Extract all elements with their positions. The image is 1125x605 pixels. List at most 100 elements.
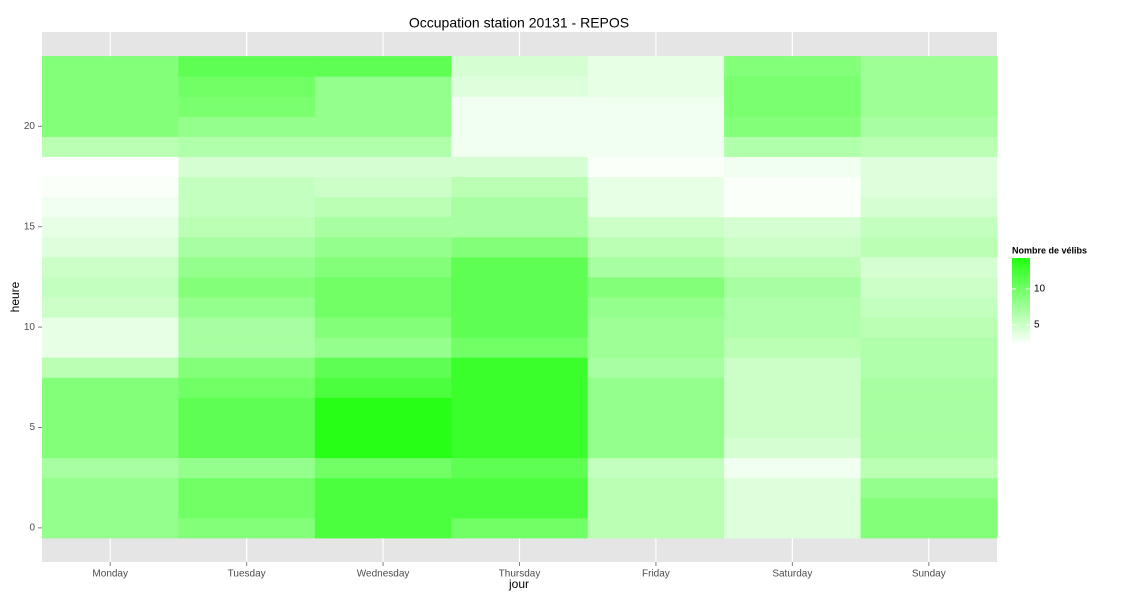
heat-cell xyxy=(451,56,589,77)
x-tick-label: Monday xyxy=(92,569,128,580)
heat-cell xyxy=(314,116,452,137)
heat-cell xyxy=(860,317,998,338)
colorbar xyxy=(1012,258,1030,345)
heat-cell xyxy=(42,497,179,519)
heat-cell xyxy=(178,357,316,378)
heat-cell xyxy=(587,136,725,157)
heat-cell xyxy=(587,116,725,137)
heat-cell xyxy=(587,477,725,499)
heat-cell xyxy=(587,56,725,77)
heat-cell xyxy=(314,297,452,318)
heat-cell xyxy=(724,437,862,459)
legend-title: Nombre de vélibs xyxy=(1012,245,1087,255)
heat-cell xyxy=(314,337,452,358)
heat-cell xyxy=(860,417,998,439)
heat-cell xyxy=(587,76,725,97)
heat-cell xyxy=(860,136,998,157)
heat-cell xyxy=(314,136,452,157)
heat-cell xyxy=(178,136,316,157)
heat-cell xyxy=(42,236,179,258)
heat-cell xyxy=(587,96,725,117)
heat-cell xyxy=(314,76,452,97)
heat-cell xyxy=(451,156,589,178)
heat-cell xyxy=(178,76,316,97)
heat-cell xyxy=(42,256,179,278)
heat-cell xyxy=(178,517,316,539)
heat-cell xyxy=(451,176,589,198)
heat-cell xyxy=(451,437,589,459)
heat-cell xyxy=(724,357,862,378)
heat-cell xyxy=(860,276,998,298)
heat-cell xyxy=(860,96,998,117)
heat-cell xyxy=(587,437,725,459)
heat-cell xyxy=(42,116,179,137)
y-tick-label: 20 xyxy=(24,121,36,132)
heat-cell xyxy=(724,517,862,539)
heat-cell xyxy=(42,96,179,117)
heat-cell xyxy=(587,156,725,178)
heat-cell xyxy=(451,477,589,499)
heat-cell xyxy=(724,176,862,198)
heat-cell xyxy=(587,497,725,519)
heat-cell xyxy=(42,156,179,178)
y-tick-label: 15 xyxy=(24,221,36,232)
heat-cell xyxy=(451,276,589,298)
heat-cell xyxy=(178,156,316,178)
heat-cell xyxy=(314,377,452,398)
heat-cell xyxy=(178,377,316,398)
heat-cell xyxy=(451,256,589,278)
heat-cell xyxy=(724,397,862,418)
heat-cell xyxy=(314,457,452,479)
y-tick-label: 10 xyxy=(24,322,36,333)
heat-cell xyxy=(314,196,452,218)
heat-cell xyxy=(860,216,998,238)
heat-cell xyxy=(860,377,998,398)
heat-cell xyxy=(178,216,316,238)
heat-cell xyxy=(314,256,452,278)
heat-cell xyxy=(42,517,179,539)
heat-cell xyxy=(451,216,589,238)
heat-cell xyxy=(42,397,179,418)
heat-cell xyxy=(178,297,316,318)
heat-cell xyxy=(451,517,589,539)
heat-cell xyxy=(587,417,725,439)
heat-cell xyxy=(42,196,179,218)
heat-cell xyxy=(451,297,589,318)
heat-cell xyxy=(42,136,179,157)
heat-cell xyxy=(451,397,589,418)
heat-cell xyxy=(724,337,862,358)
heat-cell xyxy=(451,417,589,439)
heat-cell xyxy=(314,357,452,378)
heat-cell xyxy=(724,497,862,519)
heat-cell xyxy=(860,517,998,539)
heat-cell xyxy=(587,276,725,298)
heat-cell xyxy=(587,176,725,198)
heat-cell xyxy=(860,76,998,97)
heat-cell xyxy=(314,517,452,539)
y-tick-label: 5 xyxy=(29,422,35,433)
heat-cell xyxy=(178,276,316,298)
x-axis-label: jour xyxy=(508,577,529,591)
heat-cell xyxy=(178,176,316,198)
heat-cell xyxy=(178,457,316,479)
heat-cell xyxy=(314,317,452,338)
heat-cell xyxy=(860,297,998,318)
heat-cell xyxy=(314,156,452,178)
heat-cell xyxy=(860,457,998,479)
heat-cell xyxy=(724,116,862,137)
heat-cell xyxy=(724,136,862,157)
heat-cell xyxy=(860,236,998,258)
heat-cell xyxy=(451,317,589,338)
heat-cell xyxy=(587,236,725,258)
heat-cell xyxy=(314,497,452,519)
heat-cell xyxy=(724,236,862,258)
heat-cell xyxy=(42,297,179,318)
heat-cell xyxy=(178,437,316,459)
heat-cell xyxy=(860,156,998,178)
heat-cell xyxy=(178,116,316,137)
heat-cell xyxy=(314,176,452,198)
x-tick-label: Thursday xyxy=(499,569,541,580)
heat-cell xyxy=(451,136,589,157)
heat-cell xyxy=(587,337,725,358)
heat-cell xyxy=(860,497,998,519)
